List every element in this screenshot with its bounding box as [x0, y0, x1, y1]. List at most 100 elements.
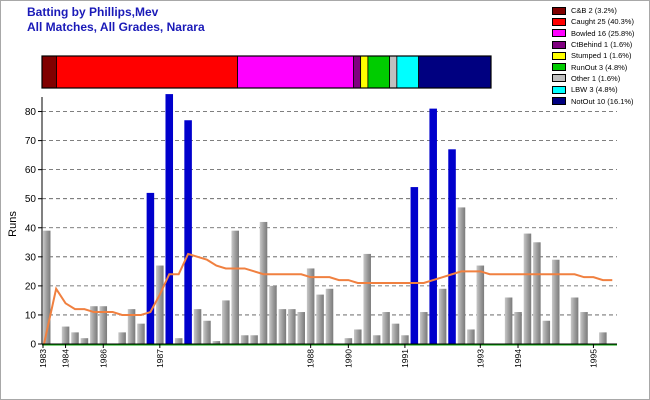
innings-bar	[222, 300, 230, 344]
innings-bar	[599, 332, 607, 344]
innings-bar	[580, 312, 588, 344]
innings-bar	[391, 323, 400, 344]
innings-bar	[316, 294, 324, 344]
legend-label: CtBehind 1 (1.6%)	[571, 40, 633, 50]
y-tick-label: 0	[30, 340, 36, 351]
innings-bar	[570, 297, 579, 344]
x-tick-label: 1991	[400, 349, 410, 368]
legend-label: C&B 2 (3.2%)	[571, 6, 617, 16]
y-tick-label: 80	[25, 107, 37, 118]
legend-swatch	[552, 74, 566, 83]
legend-item: Other 1 (1.6%)	[552, 73, 648, 84]
legend-swatch	[552, 17, 566, 26]
legend-swatch	[552, 51, 566, 60]
innings-bar	[401, 335, 409, 344]
innings-bar	[203, 320, 211, 344]
innings-bar-not-out	[429, 108, 437, 344]
chart-title: Batting by Phillips,Mev	[27, 5, 159, 19]
innings-bar	[80, 338, 89, 344]
innings-bar	[372, 335, 381, 344]
legend-item: CtBehind 1 (1.6%)	[552, 39, 648, 50]
legend-swatch	[552, 63, 566, 72]
innings-bar	[90, 306, 98, 344]
y-tick-label: 60	[25, 165, 37, 176]
innings-bar	[476, 265, 485, 344]
x-tick-label: 1990	[343, 349, 353, 368]
innings-bar	[61, 326, 70, 344]
y-tick-label: 70	[25, 136, 37, 147]
innings-bar	[542, 320, 551, 344]
innings-bar-not-out	[146, 192, 155, 344]
innings-bar	[278, 309, 287, 344]
innings-bar	[174, 338, 183, 344]
innings-bar	[551, 259, 560, 344]
dismissal-bar-border	[41, 55, 492, 89]
innings-bar	[231, 230, 240, 344]
x-tick-label: 1993	[475, 349, 485, 368]
legend-label: Bowled 16 (25.8%)	[571, 28, 635, 38]
innings-bar-not-out	[184, 120, 192, 344]
legend-item: Bowled 16 (25.8%)	[552, 28, 648, 39]
innings-bar	[127, 309, 136, 344]
legend-label: NotOut 10 (16.1%)	[571, 96, 634, 106]
innings-bar	[71, 332, 79, 344]
y-tick-label: 10	[25, 310, 37, 321]
legend-item: Caught 25 (40.3%)	[552, 16, 648, 27]
innings-bar	[259, 221, 268, 344]
x-tick-label: 1994	[513, 349, 523, 368]
x-tick-label: 1986	[98, 349, 108, 368]
innings-bar	[118, 332, 126, 344]
legend-label: LBW 3 (4.8%)	[571, 85, 618, 95]
legend-item: Stumped 1 (1.6%)	[552, 50, 648, 61]
legend: C&B 2 (3.2%) Caught 25 (40.3%) Bowled 16 (…	[552, 5, 648, 107]
innings-bar-not-out	[165, 94, 174, 344]
innings-bar	[193, 309, 202, 344]
innings-bar	[382, 312, 390, 344]
legend-label: Caught 25 (40.3%)	[571, 17, 634, 27]
innings-bar	[344, 338, 353, 344]
average-line	[43, 252, 613, 345]
chart-subtitle: All Matches, All Grades, Narara	[27, 20, 205, 34]
innings-bar	[457, 207, 466, 344]
legend-swatch	[552, 40, 566, 49]
innings-bar	[137, 323, 145, 344]
legend-label: Other 1 (1.6%)	[571, 73, 621, 83]
innings-bar	[438, 288, 447, 344]
y-tick-label: 40	[25, 223, 37, 234]
x-tick-label: 1988	[306, 349, 316, 368]
innings-bar	[288, 309, 296, 344]
innings-bar	[325, 288, 334, 344]
innings-bar	[42, 230, 51, 344]
legend-swatch	[552, 6, 566, 15]
y-tick-label: 30	[25, 252, 37, 263]
innings-bar	[504, 297, 513, 344]
innings-bar-not-out	[410, 187, 419, 344]
innings-bar	[240, 335, 249, 344]
y-tick-label: 20	[25, 281, 37, 292]
innings-bar	[419, 312, 428, 344]
dismissal-segment	[56, 55, 238, 89]
legend-swatch	[552, 29, 566, 38]
innings-bar	[306, 268, 315, 344]
innings-bar	[514, 312, 522, 344]
y-axis-label: Runs	[7, 211, 19, 237]
innings-bar	[250, 335, 258, 344]
innings-bar	[533, 242, 541, 344]
innings-bar	[297, 312, 305, 344]
innings-bar	[212, 341, 221, 344]
dismissal-bar	[41, 55, 492, 89]
legend-label: RunOut 3 (4.8%)	[571, 62, 628, 72]
x-tick-label: 1987	[155, 349, 165, 368]
innings-bar	[363, 253, 371, 344]
legend-swatch	[552, 85, 566, 94]
legend-item: C&B 2 (3.2%)	[552, 5, 648, 16]
x-tick-label: 1983	[38, 349, 48, 368]
innings-bar	[354, 329, 362, 344]
y-tick-label: 50	[25, 194, 37, 205]
innings-bar	[523, 233, 532, 344]
innings-bar	[467, 329, 475, 344]
legend-label: Stumped 1 (1.6%)	[571, 51, 632, 61]
legend-swatch	[552, 97, 566, 106]
innings-bar	[156, 265, 164, 344]
